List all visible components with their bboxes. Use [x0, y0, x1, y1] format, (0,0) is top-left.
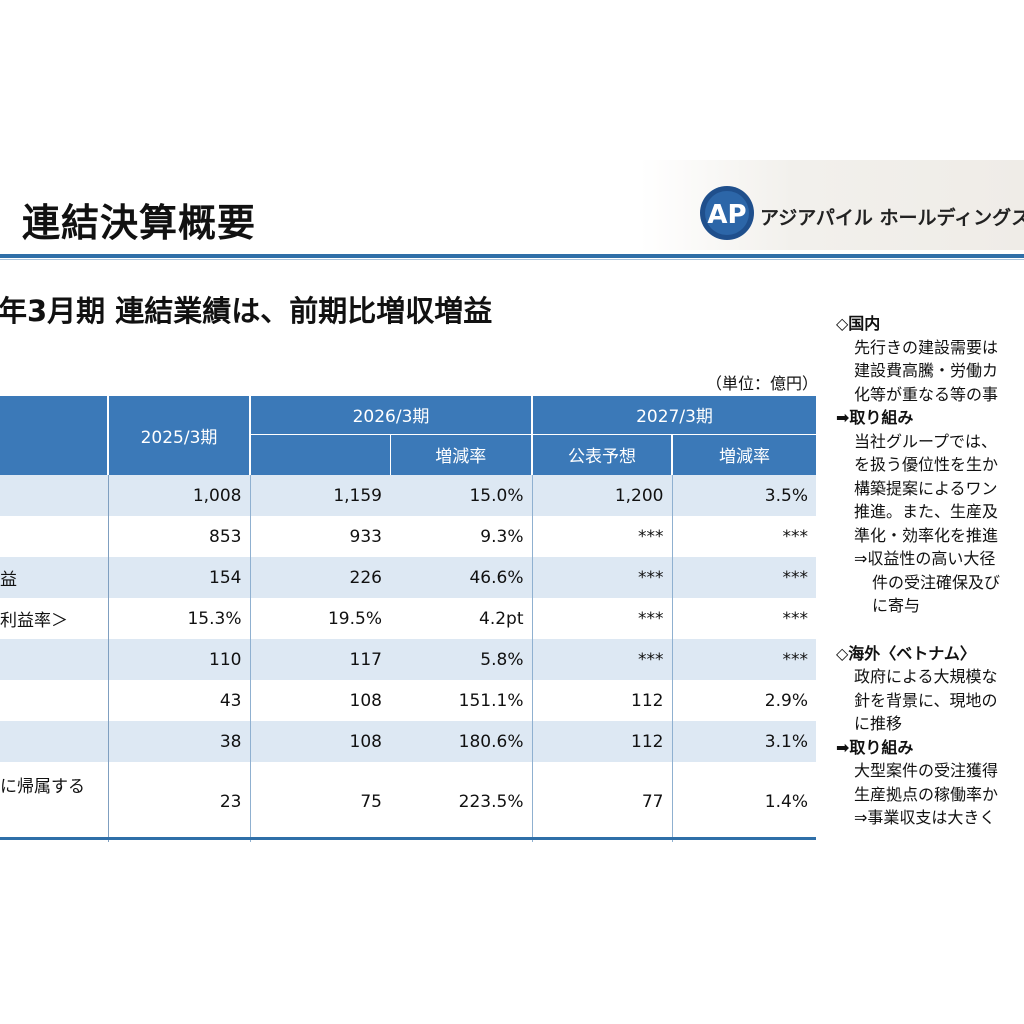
change-2026: 223.5%: [390, 762, 533, 842]
forecast-2027: ***: [532, 557, 673, 598]
header-2027-change: 増減率: [672, 433, 816, 475]
header-2027-forecast: 公表予想: [532, 433, 673, 475]
domestic-action-text: 準化・効率化を推進: [854, 525, 999, 545]
row-label: [0, 475, 109, 516]
table-row: 110 117 5.8% *** ***: [0, 639, 816, 680]
header-2026-value: [250, 433, 390, 475]
overseas-action-text: 生産拠点の稼働率か: [854, 784, 999, 804]
domestic-result-text: に寄与: [872, 596, 921, 615]
row-label: に帰属する: [0, 762, 109, 842]
value-2025: 1,008: [108, 475, 251, 516]
company-logo-icon: AP: [700, 186, 754, 240]
overseas-action-text: 大型案件の受注獲得: [854, 761, 999, 780]
value-2025: 110: [108, 639, 251, 680]
header-rule: [0, 254, 1024, 258]
domestic-text: 化等が重なる等の事: [854, 384, 999, 404]
domestic-text: 建設費高騰・労働カ: [854, 361, 999, 380]
overseas-result-text: ⇒事業収支は大きく: [854, 808, 996, 827]
results-table: 2025/3期 2026/3期 2027/3期 増減率 公表予想 増減率 1,0…: [0, 396, 816, 842]
table-row: 利益率＞ 15.3% 19.5% 4.2pt *** ***: [0, 598, 816, 639]
forecast-2027: ***: [532, 639, 673, 680]
company-name: アジアパイル ホールディングス株: [760, 207, 1024, 229]
domestic-action-text: 当社グループでは、: [854, 431, 998, 451]
page-title: 連結決算概要: [22, 201, 257, 245]
change-2026: 5.8%: [390, 639, 533, 680]
change-2027: 3.5%: [672, 475, 816, 516]
change-2027: 2.9%: [672, 680, 816, 721]
header-2026: 2026/3期: [250, 396, 533, 434]
row-label: [0, 680, 109, 721]
unit-note: （単位：億円）: [706, 374, 819, 393]
row-label: 益: [0, 557, 109, 598]
section-headline: 年3月期 連結業績は、前期比増収増益: [0, 294, 493, 328]
domestic-action-text: 構築提案によるワン: [854, 478, 998, 498]
table-bottom-rule: [0, 837, 816, 840]
value-2025: 853: [108, 516, 251, 557]
header-2025: 2025/3期: [108, 396, 251, 475]
spacer: [836, 618, 1000, 642]
value-2026: 117: [250, 639, 390, 680]
domestic-result-text: ⇒収益性の高い大径: [854, 549, 996, 568]
value-2026: 1,159: [250, 475, 390, 516]
row-label: [0, 516, 109, 557]
table-row: 853 933 9.3% *** ***: [0, 516, 816, 557]
overseas-heading: ◇海外〈ベトナム〉: [836, 643, 976, 663]
domestic-action-text: 推進。また、生産及: [854, 502, 999, 521]
overseas-text: 政府による大規模な: [854, 667, 998, 686]
change-2026: 15.0%: [390, 475, 533, 516]
forecast-2027: ***: [532, 516, 673, 557]
forecast-2027: 1,200: [532, 475, 673, 516]
forecast-2027: 77: [532, 762, 673, 842]
table-row: に帰属する 23 75 223.5% 77 1.4%: [0, 762, 816, 842]
change-2027: ***: [672, 557, 816, 598]
forecast-2027: 112: [532, 721, 673, 762]
value-2026: 933: [250, 516, 390, 557]
table-row: 38 108 180.6% 112 3.1%: [0, 721, 816, 762]
header-2027: 2027/3期: [532, 396, 816, 434]
value-2026: 108: [250, 721, 390, 762]
domestic-result-text: 件の受注確保及び: [872, 572, 1001, 592]
change-2026: 180.6%: [390, 721, 533, 762]
value-2025: 15.3%: [108, 598, 251, 639]
forecast-2027: 112: [532, 680, 673, 721]
commentary-panel: ◇国内 先行きの建設需要は 建設費高騰・労働カ 化等が重なる等の事 ➡取り組み …: [836, 312, 1000, 830]
value-2026: 75: [250, 762, 390, 842]
change-2027: ***: [672, 639, 816, 680]
header-label-cell: [0, 396, 109, 475]
row-label: 利益率＞: [0, 598, 109, 639]
change-2027: 3.1%: [672, 721, 816, 762]
overseas-action-heading: ➡取り組み: [836, 737, 914, 757]
change-2027: ***: [672, 598, 816, 639]
domestic-text: 先行きの建設需要は: [854, 337, 999, 357]
header-2026-change: 増減率: [389, 433, 533, 475]
table-row: 1,008 1,159 15.0% 1,200 3.5%: [0, 475, 816, 516]
table-row: 益 154 226 46.6% *** ***: [0, 557, 816, 598]
table-row: 43 108 151.1% 112 2.9%: [0, 680, 816, 721]
change-2027: ***: [672, 516, 816, 557]
header-rule-thin: [0, 259, 1024, 260]
change-2026: 9.3%: [390, 516, 533, 557]
logo-mark-text: AP: [707, 200, 746, 230]
row-label: [0, 721, 109, 762]
value-2025: 154: [108, 557, 251, 598]
value-2026: 19.5%: [250, 598, 390, 639]
value-2025: 43: [108, 680, 251, 721]
value-2026: 226: [250, 557, 390, 598]
value-2026: 108: [250, 680, 390, 721]
change-2026: 4.2pt: [390, 598, 533, 639]
value-2025: 38: [108, 721, 251, 762]
forecast-2027: ***: [532, 598, 673, 639]
domestic-action-text: を扱う優位性を生か: [854, 455, 999, 474]
change-2027: 1.4%: [672, 762, 816, 842]
change-2026: 46.6%: [390, 557, 533, 598]
change-2026: 151.1%: [390, 680, 533, 721]
overseas-text: に推移: [854, 714, 903, 733]
row-label: [0, 639, 109, 680]
domestic-heading: ◇国内: [836, 314, 881, 333]
domestic-action-heading: ➡取り組み: [836, 408, 914, 427]
value-2025: 23: [108, 762, 251, 842]
overseas-text: 針を背景に、現地の: [854, 690, 998, 710]
